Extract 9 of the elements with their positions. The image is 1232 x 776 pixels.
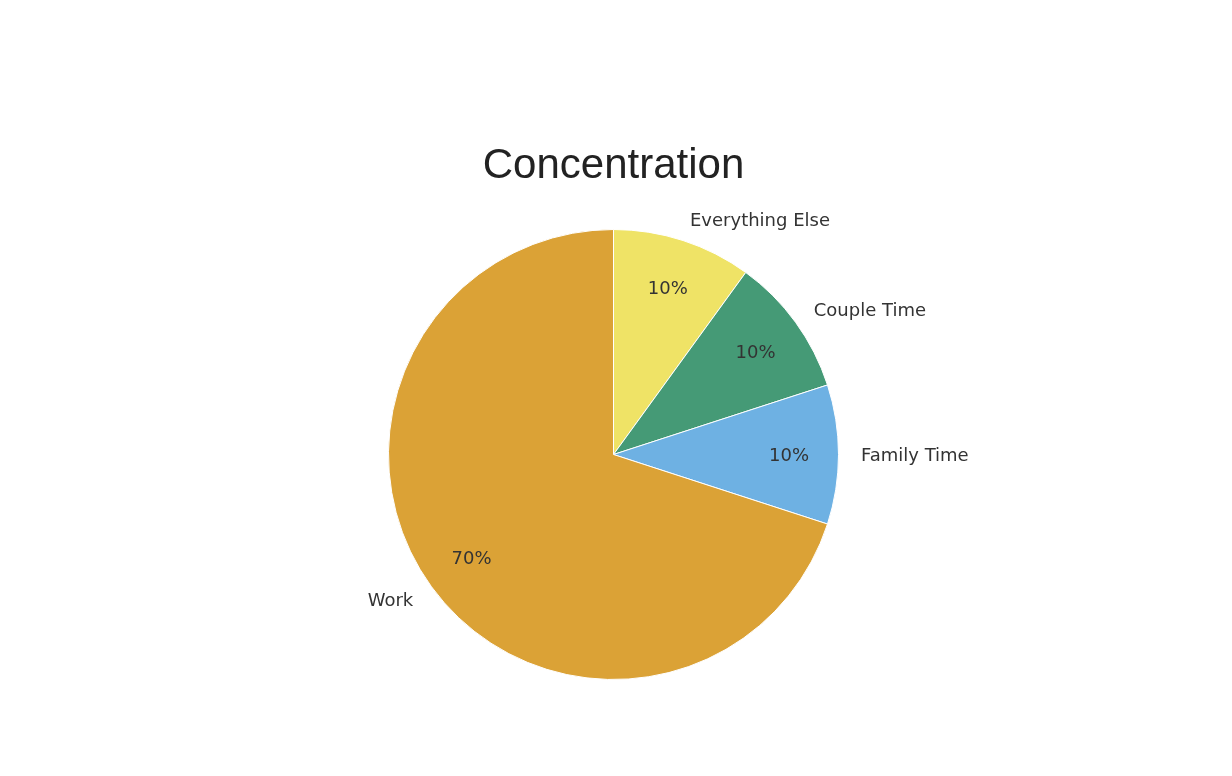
data-label: 10% [735, 340, 776, 362]
chart-title: Concentration [482, 140, 745, 187]
slice-label: Everything Else [689, 208, 830, 230]
slice-label: Couple Time [813, 298, 926, 320]
slice-label: Family Time [861, 444, 969, 465]
data-label: 10% [647, 277, 688, 299]
slice-label: Work [367, 589, 414, 611]
data-label: 10% [769, 444, 810, 465]
data-label: 70% [451, 547, 492, 569]
